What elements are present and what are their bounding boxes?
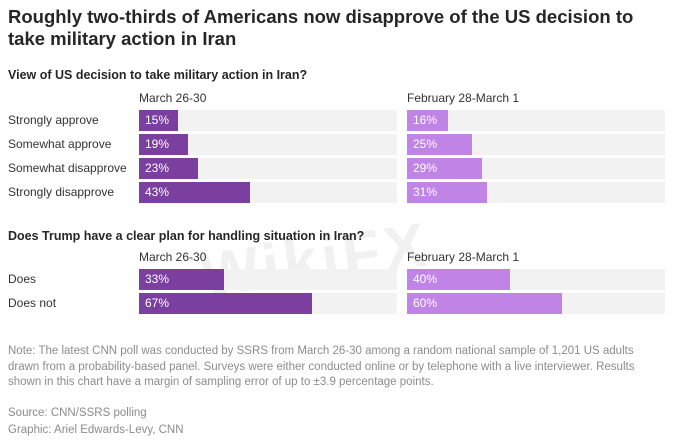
- bar-value-label: 19%: [145, 137, 170, 151]
- chart-title: Roughly two-thirds of Americans now disa…: [8, 6, 634, 49]
- question-1-title: View of US decision to take military act…: [8, 68, 308, 82]
- bar-track: 25%: [407, 134, 665, 155]
- bar-value-label: 25%: [413, 137, 438, 151]
- bar-value-label: 60%: [413, 296, 438, 310]
- bar-value-label: 23%: [145, 161, 170, 175]
- bar-march: [139, 269, 225, 290]
- bar-march: [139, 134, 189, 155]
- bar-march: [139, 293, 312, 314]
- bar-march: [139, 110, 178, 131]
- chart2-category-label: Does not: [8, 296, 57, 310]
- bar-february: [407, 134, 472, 155]
- graphic-credit: Graphic: Ariel Edwards-Levy, CNN: [8, 424, 184, 436]
- bar-track: 29%: [407, 158, 665, 179]
- bar-track: 40%: [407, 269, 665, 290]
- bar-february: [407, 269, 511, 290]
- bar-track: 33%: [139, 269, 397, 290]
- bar-track: 15%: [139, 110, 397, 131]
- chart1-col-head-right: February 28-March 1: [407, 91, 520, 105]
- chart2-col-head-right: February 28-March 1: [407, 250, 520, 264]
- bar-track: 67%: [139, 293, 397, 314]
- bar-march: [139, 158, 199, 179]
- bar-track: 31%: [407, 182, 665, 203]
- bar-march: [139, 182, 250, 203]
- bar-value-label: 16%: [413, 113, 438, 127]
- chart1-category-label: Strongly approve: [8, 113, 99, 127]
- bar-value-label: 31%: [413, 185, 438, 199]
- chart1-category-label: Somewhat disapprove: [8, 161, 127, 175]
- bar-track: 23%: [139, 158, 397, 179]
- bar-track: 43%: [139, 182, 397, 203]
- bar-february: [407, 182, 487, 203]
- bar-track: 19%: [139, 134, 397, 155]
- bar-february: [407, 158, 482, 179]
- bar-track: 16%: [407, 110, 665, 131]
- bar-track: 60%: [407, 293, 665, 314]
- bar-value-label: 15%: [145, 113, 170, 127]
- source-line: Source: CNN/SSRS polling: [8, 407, 147, 419]
- bar-value-label: 29%: [413, 161, 438, 175]
- question-2-title: Does Trump have a clear plan for handlin…: [8, 229, 365, 243]
- chart1-col-head-left: March 26-30: [139, 91, 207, 105]
- chart1-category-label: Strongly disapprove: [8, 185, 115, 199]
- bar-value-label: 33%: [145, 272, 170, 286]
- chart1-category-label: Somewhat approve: [8, 137, 112, 151]
- chart2-category-label: Does: [8, 272, 37, 286]
- bar-value-label: 67%: [145, 296, 170, 310]
- bar-value-label: 40%: [413, 272, 438, 286]
- bar-february: [407, 110, 449, 131]
- chart2-col-head-left: March 26-30: [139, 250, 207, 264]
- footnote: Note: The latest CNN poll was conducted …: [8, 345, 635, 388]
- bar-february: [407, 293, 562, 314]
- bar-value-label: 43%: [145, 185, 170, 199]
